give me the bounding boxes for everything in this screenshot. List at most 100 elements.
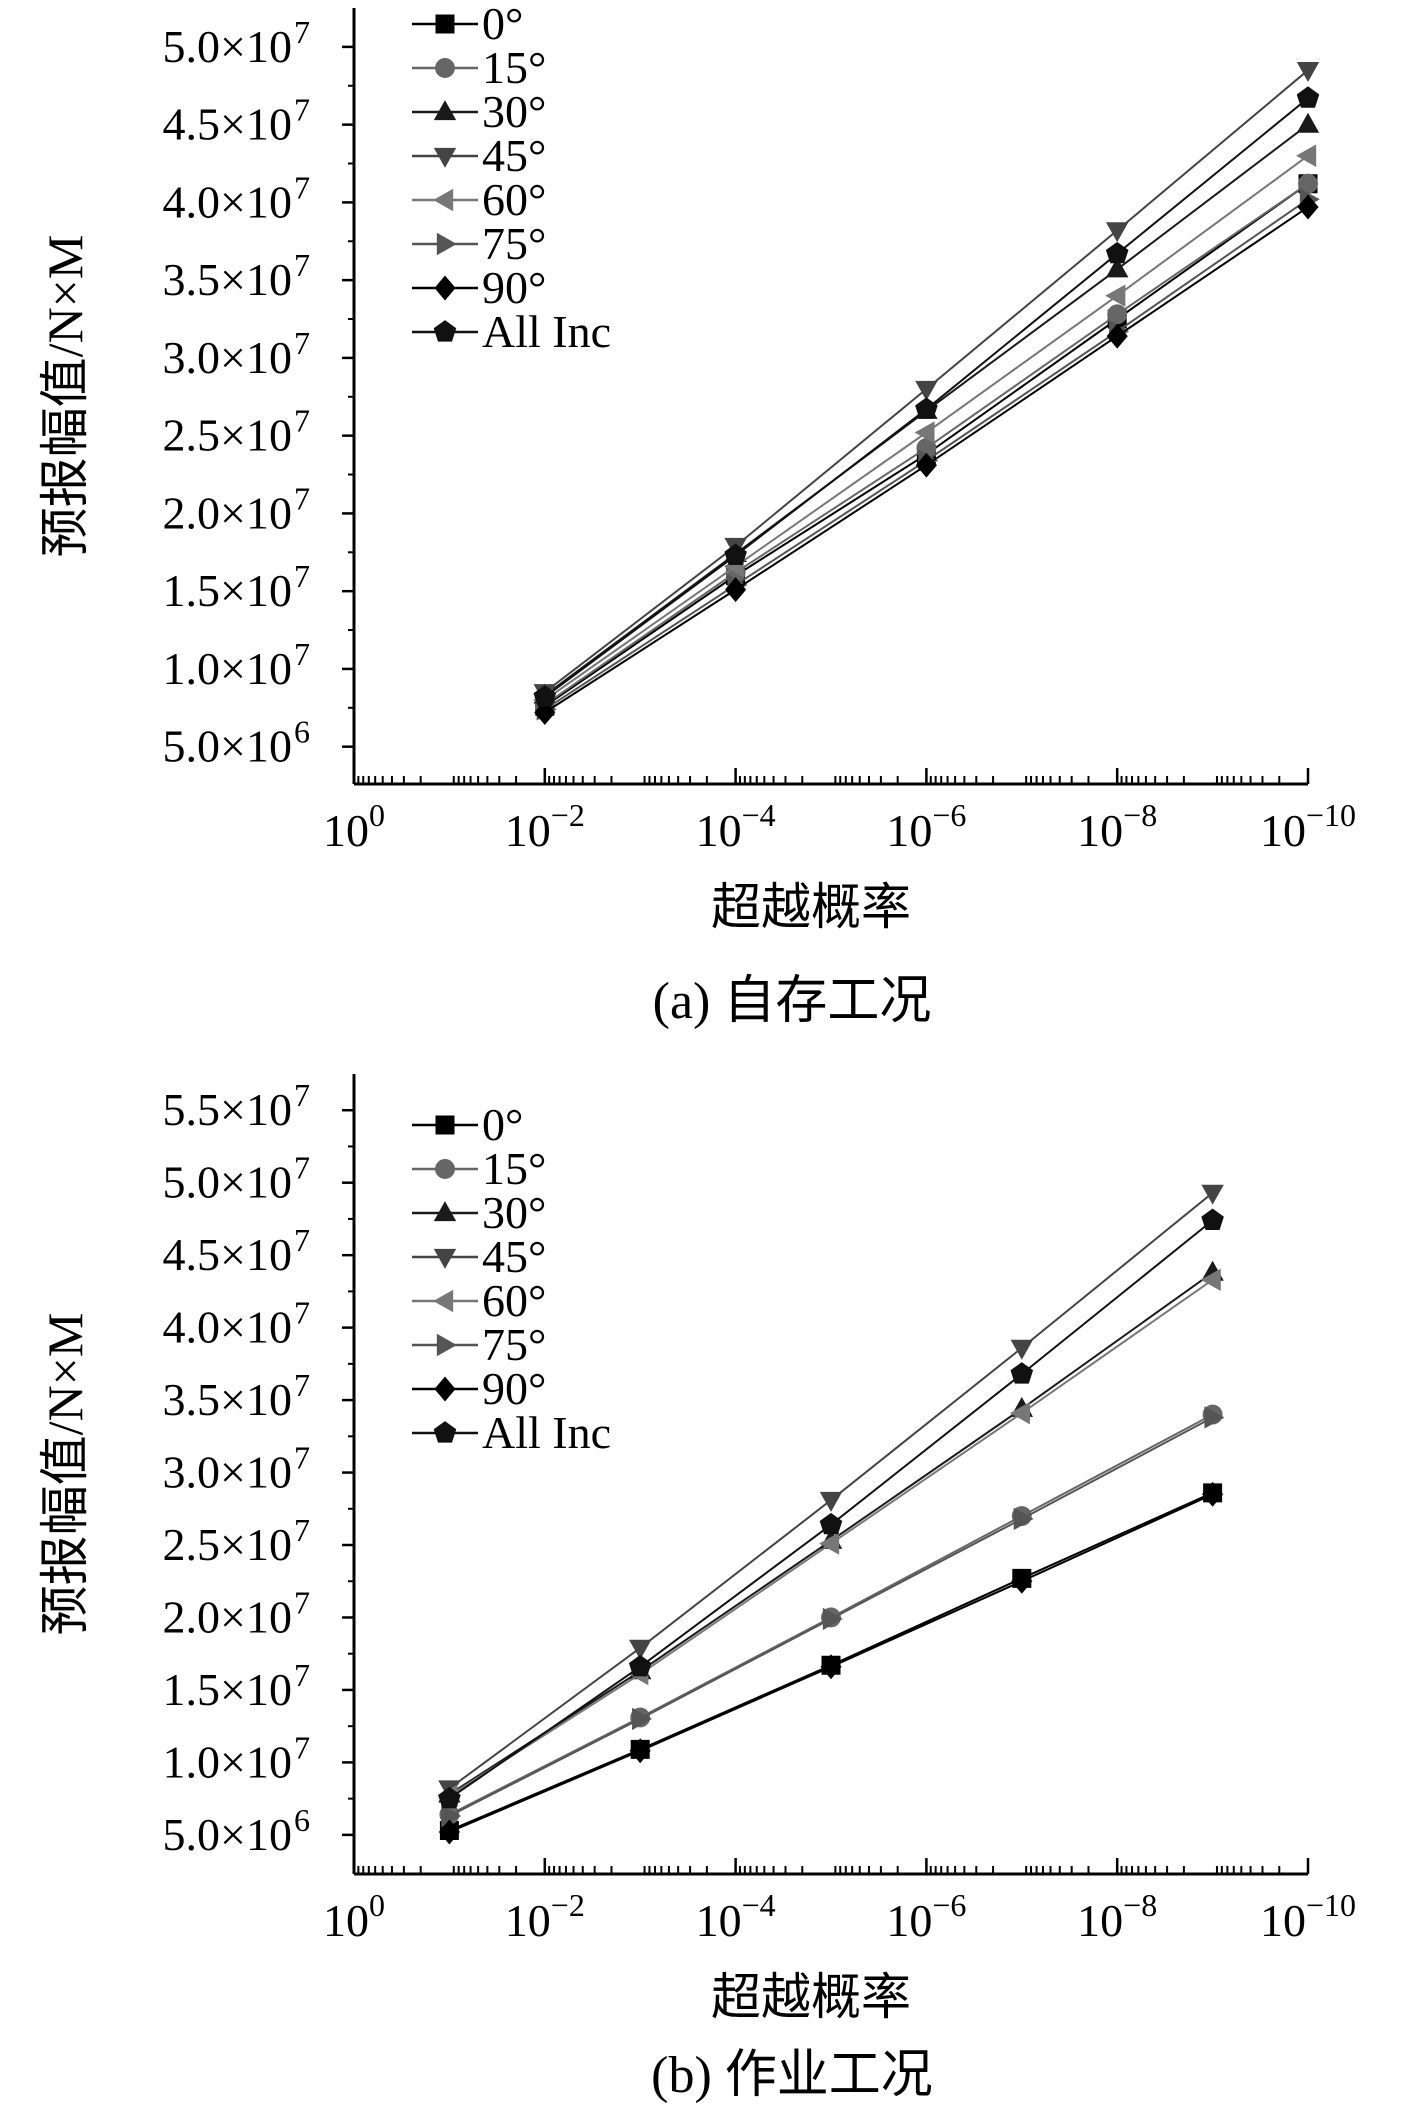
x-tick-label: 10−4 xyxy=(696,797,776,856)
y-tick-exponent: 7 xyxy=(294,480,310,516)
legend-marker xyxy=(435,1115,455,1135)
y-tick-label: 4.0×10 xyxy=(163,1302,292,1353)
y-tick-exponent: 7 xyxy=(294,1657,310,1693)
data-point-series-6 xyxy=(725,577,747,603)
x-tick-label: 100 xyxy=(323,1887,385,1946)
legend-marker xyxy=(433,1248,457,1269)
legend-label: All Inc xyxy=(482,306,611,357)
y-tick-mantissa: 4.5×10 xyxy=(163,1229,292,1280)
x-tick-exponent: −6 xyxy=(932,797,966,833)
y-tick-exponent: 7 xyxy=(294,1077,310,1113)
legend-marker xyxy=(433,188,454,212)
y-tick-label: 3.0×10 xyxy=(163,332,292,383)
y-tick-label: 5.0×10 xyxy=(163,21,292,72)
y-tick-mantissa: 3.5×10 xyxy=(163,254,292,305)
x-tick-exponent: −8 xyxy=(1123,1887,1157,1923)
data-point-series-5 xyxy=(441,1804,462,1828)
legend-label: 30° xyxy=(482,86,546,137)
y-tick-mantissa: 5.0×10 xyxy=(163,721,292,772)
y-tick-exponent: 7 xyxy=(294,1222,310,1258)
y-tick-mantissa: 4.0×10 xyxy=(163,176,292,227)
y-tick-exponent: 7 xyxy=(294,169,310,205)
x-tick-base: 10 xyxy=(1260,1895,1306,1946)
y-axis-label: 预报幅值/N×M xyxy=(37,1313,93,1636)
data-point-series-5 xyxy=(822,1607,843,1631)
legend-marker xyxy=(433,1289,454,1313)
y-tick-label: 1.5×10 xyxy=(163,565,292,616)
chart-b-operating: 100 10−2 10−4 10−6 10−8 10−105.0×10 61.0×10 71.… xyxy=(37,1074,1356,2104)
data-point-series-6 xyxy=(1297,194,1319,220)
data-point-series-3 xyxy=(1201,1184,1224,1205)
data-point-series-6 xyxy=(1202,1481,1224,1507)
x-tick-exponent: −10 xyxy=(1306,1887,1356,1923)
x-tick-exponent: −8 xyxy=(1123,797,1157,833)
x-tick-exponent: −2 xyxy=(551,1887,585,1923)
x-tick-label: 10−2 xyxy=(505,1887,585,1946)
x-tick-label: 10−8 xyxy=(1077,797,1157,856)
chart-a-self-storage: 100 10−2 10−4 10−6 10−8 10−105.0×10 61.0×10 71.… xyxy=(37,0,1356,1030)
y-tick-label: 3.0×10 xyxy=(163,1447,292,1498)
data-point-series-4 xyxy=(914,421,935,444)
y-tick-exponent: 7 xyxy=(294,1729,310,1765)
data-point-series-3 xyxy=(1010,1339,1034,1360)
legend-label: 15° xyxy=(482,42,546,93)
y-tick-exponent: 7 xyxy=(294,14,310,50)
legend-marker xyxy=(435,58,455,78)
legend-marker xyxy=(433,1421,457,1443)
legend-label: 60° xyxy=(482,1275,546,1326)
y-tick-label: 1.0×10 xyxy=(163,643,292,694)
legend-marker xyxy=(435,14,455,34)
y-tick-mantissa: 5.0×10 xyxy=(163,21,292,72)
legend-label: 90° xyxy=(482,1363,546,1414)
y-tick-label: 2.5×10 xyxy=(163,1519,292,1570)
y-tick-exponent: 6 xyxy=(294,1802,310,1838)
data-point-series-2 xyxy=(1105,257,1129,278)
x-tick-base: 10 xyxy=(505,805,551,856)
data-point-series-7 xyxy=(1105,241,1129,264)
data-point-series-3 xyxy=(819,1491,843,1512)
figure-caption: (b) 作业工况 xyxy=(651,2047,933,2104)
y-tick-mantissa: 2.0×10 xyxy=(163,1591,292,1642)
x-tick-label: 10−8 xyxy=(1077,1887,1157,1946)
y-tick-mantissa: 1.0×10 xyxy=(163,643,292,694)
data-point-series-6 xyxy=(534,699,556,725)
y-tick-exponent: 7 xyxy=(294,1367,310,1403)
x-tick-base: 10 xyxy=(1077,1895,1123,1946)
y-tick-mantissa: 2.5×10 xyxy=(163,1519,292,1570)
x-tick-exponent: −6 xyxy=(932,1887,966,1923)
y-tick-mantissa: 3.0×10 xyxy=(163,332,292,383)
legend-marker xyxy=(433,320,457,342)
y-tick-exponent: 7 xyxy=(294,1440,310,1476)
legend-marker xyxy=(433,1201,457,1222)
y-tick-mantissa: 3.0×10 xyxy=(163,1447,292,1498)
y-tick-exponent: 6 xyxy=(294,714,310,750)
y-tick-exponent: 7 xyxy=(294,1150,310,1186)
y-tick-label: 2.0×10 xyxy=(163,487,292,538)
x-tick-base: 10 xyxy=(505,1895,551,1946)
legend-marker xyxy=(434,1376,456,1402)
x-tick-base: 10 xyxy=(1260,805,1306,856)
data-point-series-6 xyxy=(1106,323,1128,349)
y-tick-mantissa: 5.0×10 xyxy=(163,1809,292,1860)
x-tick-label: 10−4 xyxy=(696,1887,776,1946)
legend-label: All Inc xyxy=(482,1407,611,1458)
data-point-series-6 xyxy=(438,1819,460,1845)
legend-label: 45° xyxy=(482,130,546,181)
y-tick-label: 3.5×10 xyxy=(163,254,292,305)
legend-label: 45° xyxy=(482,1231,546,1282)
y-tick-exponent: 7 xyxy=(294,1512,310,1548)
y-tick-mantissa: 4.0×10 xyxy=(163,1302,292,1353)
y-tick-label: 5.0×10 xyxy=(163,721,292,772)
data-point-series-3 xyxy=(1296,62,1320,83)
x-tick-base: 10 xyxy=(1077,805,1123,856)
x-tick-label: 100 xyxy=(323,797,385,856)
legend-label: 15° xyxy=(482,1143,546,1194)
x-tick-label: 10−2 xyxy=(505,797,585,856)
legend-label: 60° xyxy=(482,174,546,225)
data-point-series-7 xyxy=(1010,1362,1034,1384)
x-tick-exponent: −4 xyxy=(742,1887,776,1923)
y-tick-label: 2.0×10 xyxy=(163,1591,292,1642)
data-point-series-6 xyxy=(820,1654,842,1680)
data-point-series-4 xyxy=(1009,1401,1030,1425)
data-point-series-7 xyxy=(1201,1208,1224,1230)
